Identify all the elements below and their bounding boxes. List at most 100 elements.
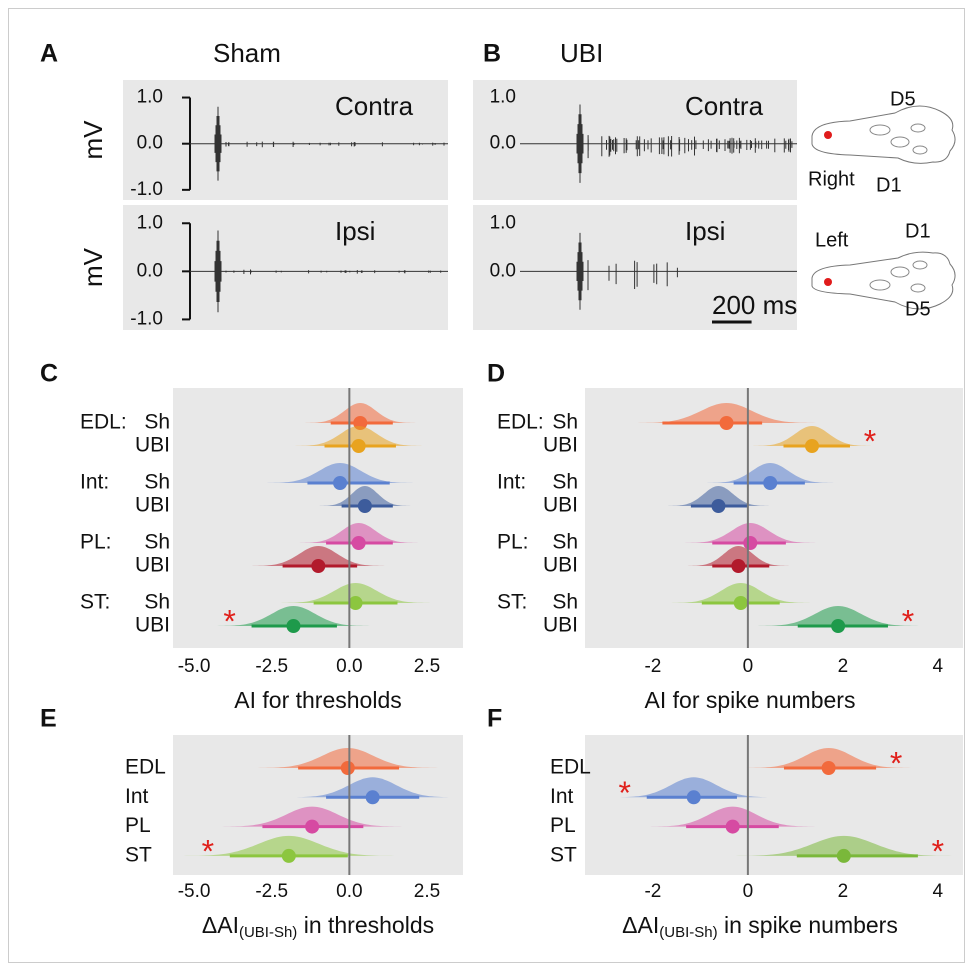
x-tick-label: -5.0	[178, 881, 211, 902]
x-tick-label: 2.5	[414, 881, 440, 902]
y-tick-label: 0.0	[490, 260, 516, 281]
density	[638, 806, 828, 827]
density	[277, 777, 463, 798]
density	[697, 463, 843, 483]
point-estimate	[711, 499, 726, 513]
panel-letter: F	[487, 705, 502, 733]
paw-pad	[910, 123, 926, 133]
row-group-label: EDL:	[80, 411, 127, 434]
trace-background	[123, 205, 448, 330]
row-label: UBI	[543, 434, 578, 457]
x-axis-label-main: ΔAI	[622, 912, 659, 938]
row-label: UBI	[543, 554, 578, 577]
digit-label: D1	[876, 174, 902, 196]
point-estimate	[311, 559, 326, 573]
x-axis-label-rest: in spike numbers	[718, 912, 898, 938]
row-label: UBI	[543, 494, 578, 517]
plot-background	[585, 735, 963, 875]
density	[675, 523, 826, 543]
trace-label: Contra	[685, 91, 764, 121]
row-label: Int	[125, 785, 149, 808]
electrode-dot	[824, 278, 832, 286]
density	[660, 486, 777, 506]
point-estimate	[743, 536, 758, 550]
row-label: Sh	[552, 411, 578, 434]
x-axis-label-rest: in thresholds	[297, 912, 434, 938]
significance-star: *	[619, 775, 631, 811]
row-label: UBI	[543, 614, 578, 637]
y-tick-label: 1.0	[490, 87, 516, 108]
density	[256, 463, 424, 483]
panel-letter: B	[483, 40, 501, 68]
x-tick-label: -2	[644, 656, 661, 677]
density	[290, 523, 427, 543]
x-axis-label: AI for spike numbers	[645, 687, 856, 713]
point-estimate	[725, 819, 740, 834]
point-estimate	[719, 416, 734, 430]
x-tick-label: -2.5	[255, 881, 288, 902]
row-label: UBI	[135, 614, 170, 637]
row-group-label: ST:	[497, 591, 527, 614]
paw-pad	[869, 279, 891, 291]
significance-star: *	[932, 833, 944, 869]
point-estimate	[281, 848, 296, 863]
x-tick-label: 0	[743, 656, 754, 677]
panel-title: UBI	[560, 38, 603, 68]
panel-letter: A	[40, 40, 58, 68]
point-estimate	[836, 848, 851, 863]
significance-star: *	[890, 745, 902, 781]
x-tick-label: 2.5	[414, 656, 440, 677]
paw-left: Left D1 D5	[811, 220, 956, 320]
y-tick-label: 1.0	[137, 87, 163, 108]
trace-label: Contra	[335, 91, 414, 121]
density	[285, 426, 432, 446]
row-label: PL	[125, 814, 151, 837]
significance-star: *	[864, 423, 876, 459]
scale-bar-label: 200 ms	[712, 290, 797, 320]
significance-star: *	[202, 833, 214, 869]
density	[601, 777, 786, 798]
point-estimate	[731, 559, 746, 573]
point-estimate	[348, 596, 363, 610]
paw-outline	[811, 251, 956, 310]
row-group-label: Int:	[497, 471, 526, 494]
density	[296, 403, 424, 423]
density	[680, 546, 797, 566]
y-axis-label: mV	[78, 247, 108, 287]
point-estimate	[333, 476, 348, 490]
density	[206, 606, 381, 626]
digit-label: D5	[890, 88, 916, 110]
density	[744, 426, 880, 446]
point-estimate	[733, 596, 748, 610]
point-estimate	[351, 536, 366, 550]
y-tick-label: 1.0	[490, 212, 516, 233]
x-axis-label-subscript: (UBI-Sh)	[659, 924, 717, 941]
x-axis-label: ΔAI(UBI-Sh) in thresholds	[202, 912, 434, 941]
panel-title: Sham	[213, 38, 281, 68]
paw-pad	[912, 260, 928, 270]
point-estimate	[365, 790, 380, 805]
paw-side: Right	[808, 168, 855, 190]
paw-outline	[811, 105, 956, 164]
y-tick-label: 0.0	[137, 260, 163, 281]
y-tick-label: 0.0	[490, 133, 516, 154]
point-estimate	[357, 499, 372, 513]
x-axis-label: AI for thresholds	[234, 687, 401, 713]
trace-background	[473, 80, 797, 200]
row-label: UBI	[135, 494, 170, 517]
point-estimate	[351, 439, 366, 453]
x-tick-label: 0.0	[336, 656, 362, 677]
point-estimate	[286, 619, 301, 633]
x-tick-label: -2	[644, 881, 661, 902]
x-tick-label: 4	[933, 656, 944, 677]
density	[746, 606, 931, 626]
paw-side: Left	[815, 229, 849, 251]
trace-label: Ipsi	[335, 216, 375, 246]
trace-waveform	[520, 104, 797, 183]
digit-label: D1	[905, 220, 931, 242]
row-label: Sh	[144, 531, 170, 554]
density	[661, 583, 821, 603]
x-tick-label: -2.5	[255, 656, 288, 677]
